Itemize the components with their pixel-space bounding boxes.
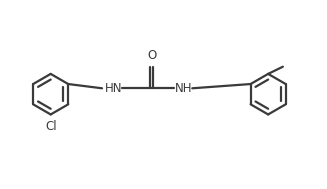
- Text: NH: NH: [175, 82, 193, 95]
- Text: Cl: Cl: [45, 120, 57, 133]
- Text: O: O: [147, 49, 156, 62]
- Text: HN: HN: [105, 82, 123, 95]
